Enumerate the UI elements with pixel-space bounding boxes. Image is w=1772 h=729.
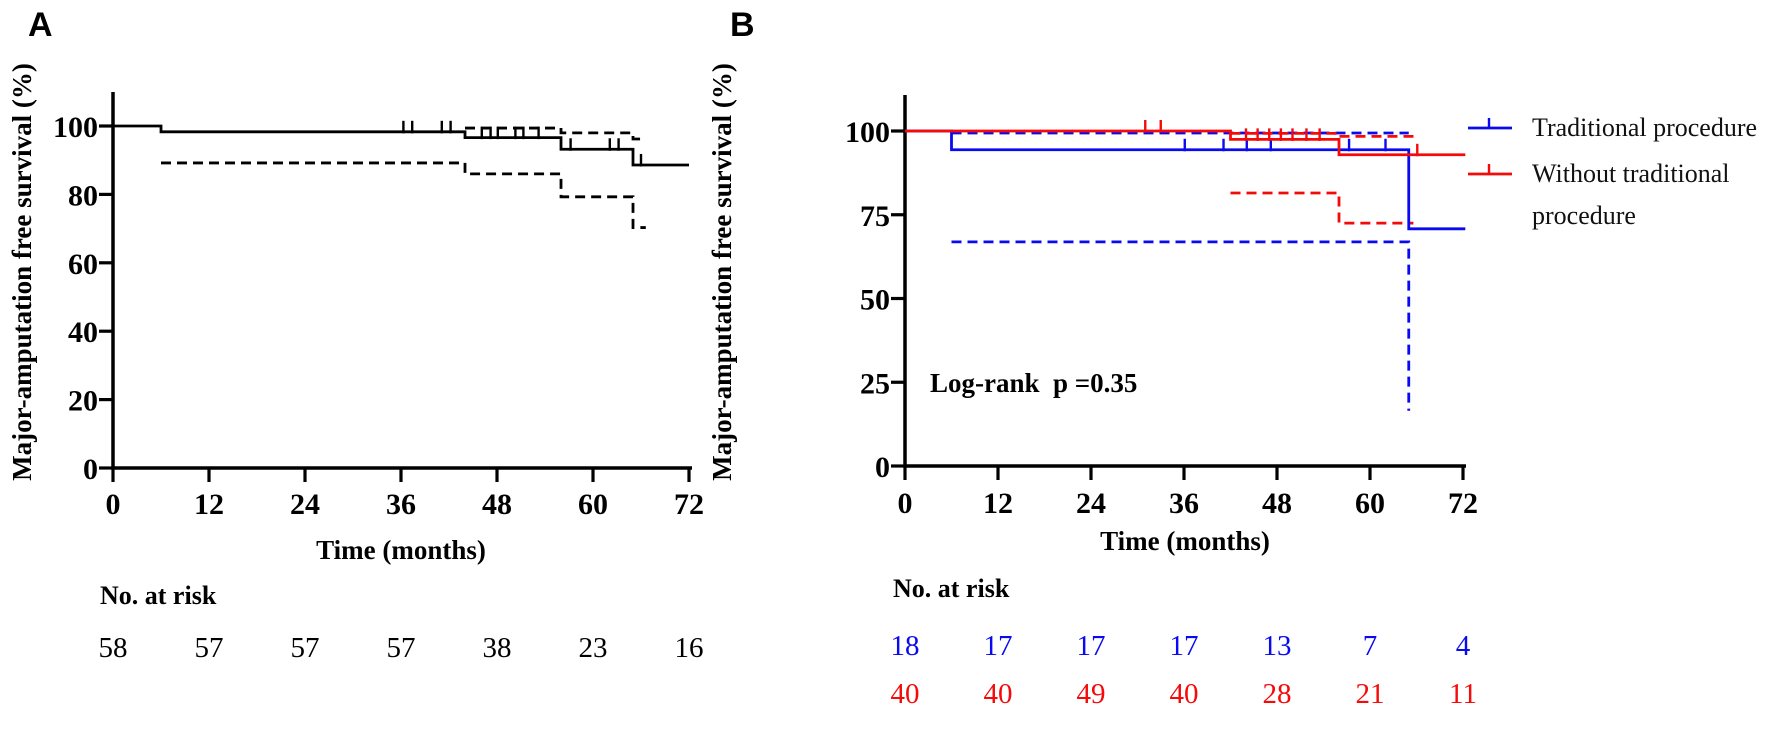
km-curve-traditional-procedure-lower-95-ci — [951, 240, 1411, 411]
at-risk-value: 28 — [1263, 678, 1292, 710]
x-tick-label: 48 — [482, 488, 512, 521]
at-risk-value: 57 — [291, 632, 320, 664]
km-curve-all-patients-km-estimate- — [113, 124, 689, 167]
at-risk-value: 58 — [99, 632, 128, 664]
panel-b-letter: B — [730, 6, 755, 44]
at-risk-value: 4 — [1456, 630, 1471, 662]
km-curve-without-traditional-procedure-km-estimate- — [905, 129, 1466, 157]
legend-label-traditional-procedure: Traditional procedure — [1532, 113, 1758, 142]
y-tick-label: 0 — [875, 451, 890, 484]
x-tick-label: 48 — [1262, 487, 1292, 520]
x-tick-label: 60 — [1355, 487, 1385, 520]
x-tick-label: 24 — [290, 488, 320, 521]
at-risk-value: 40 — [891, 678, 920, 710]
log-rank-annotation: Log-rank p =0.35 — [930, 368, 1138, 398]
at-risk-value: 40 — [984, 678, 1013, 710]
y-tick-label: 80 — [68, 179, 98, 212]
x-tick-label: 0 — [106, 488, 121, 521]
at-risk-value: 49 — [1077, 678, 1106, 710]
y-tick-label: 0 — [83, 453, 98, 486]
at-risk-value: 21 — [1356, 678, 1385, 710]
y-tick-label: 50 — [860, 284, 890, 317]
km-curve-upper-95-ci — [465, 126, 646, 141]
at-risk-value: 17 — [984, 630, 1013, 662]
at-risk-value: 23 — [579, 632, 608, 664]
at-risk-value: 18 — [891, 630, 920, 662]
panel-a-letter: A — [28, 6, 53, 44]
y-tick-label: 100 — [53, 111, 98, 144]
km-curve-lower-95-ci — [161, 161, 646, 229]
panel-a-at-risk-title: No. at risk — [100, 581, 217, 610]
y-tick-label: 20 — [68, 385, 98, 418]
at-risk-value: 17 — [1077, 630, 1106, 662]
x-tick-label: 36 — [386, 488, 416, 521]
x-tick-label: 60 — [578, 488, 608, 521]
x-tick-label: 72 — [1448, 487, 1478, 520]
legend-label-without-traditional-procedure: Without traditional procedure — [1532, 159, 1730, 230]
panel-a-km-plot: 0 20 40 60 80 100 0 12 24 36 48 60 72 58 57 57 57 38 23 16 — [53, 92, 704, 664]
at-risk-value: 38 — [483, 632, 512, 664]
x-tick-label: 24 — [1076, 487, 1106, 520]
at-risk-value: 16 — [675, 632, 704, 664]
x-tick-label: 36 — [1169, 487, 1199, 520]
at-risk-value: 57 — [195, 632, 224, 664]
panel-b-km-plot: 0 25 50 75 100 0 12 24 36 48 60 72 18 17 17 17 13 7 4 40 40 4… — [845, 95, 1512, 710]
y-tick-label: 60 — [68, 248, 98, 281]
at-risk-value: 13 — [1263, 630, 1292, 662]
y-tick-label: 40 — [68, 316, 98, 349]
at-risk-value: 57 — [387, 632, 416, 664]
km-curve-without-traditional-procedure-lower-95-ci — [1230, 191, 1414, 225]
panel-b-x-axis-title: Time (months) — [1100, 526, 1270, 556]
y-tick-label: 75 — [860, 200, 890, 233]
at-risk-value: 17 — [1170, 630, 1199, 662]
x-tick-label: 72 — [674, 488, 704, 521]
km-curve-without-traditional-procedure-upper-95-ci — [1230, 131, 1417, 138]
x-tick-label: 0 — [898, 487, 913, 520]
at-risk-value: 7 — [1363, 630, 1378, 662]
at-risk-value: 11 — [1449, 678, 1477, 710]
at-risk-value: 40 — [1170, 678, 1199, 710]
panel-b-at-risk-title: No. at risk — [893, 574, 1010, 603]
y-tick-label: 25 — [860, 367, 890, 400]
y-tick-label: 100 — [845, 116, 890, 149]
x-tick-label: 12 — [194, 488, 224, 521]
panel-a-x-axis-title: Time (months) — [316, 535, 486, 565]
x-tick-label: 12 — [983, 487, 1013, 520]
